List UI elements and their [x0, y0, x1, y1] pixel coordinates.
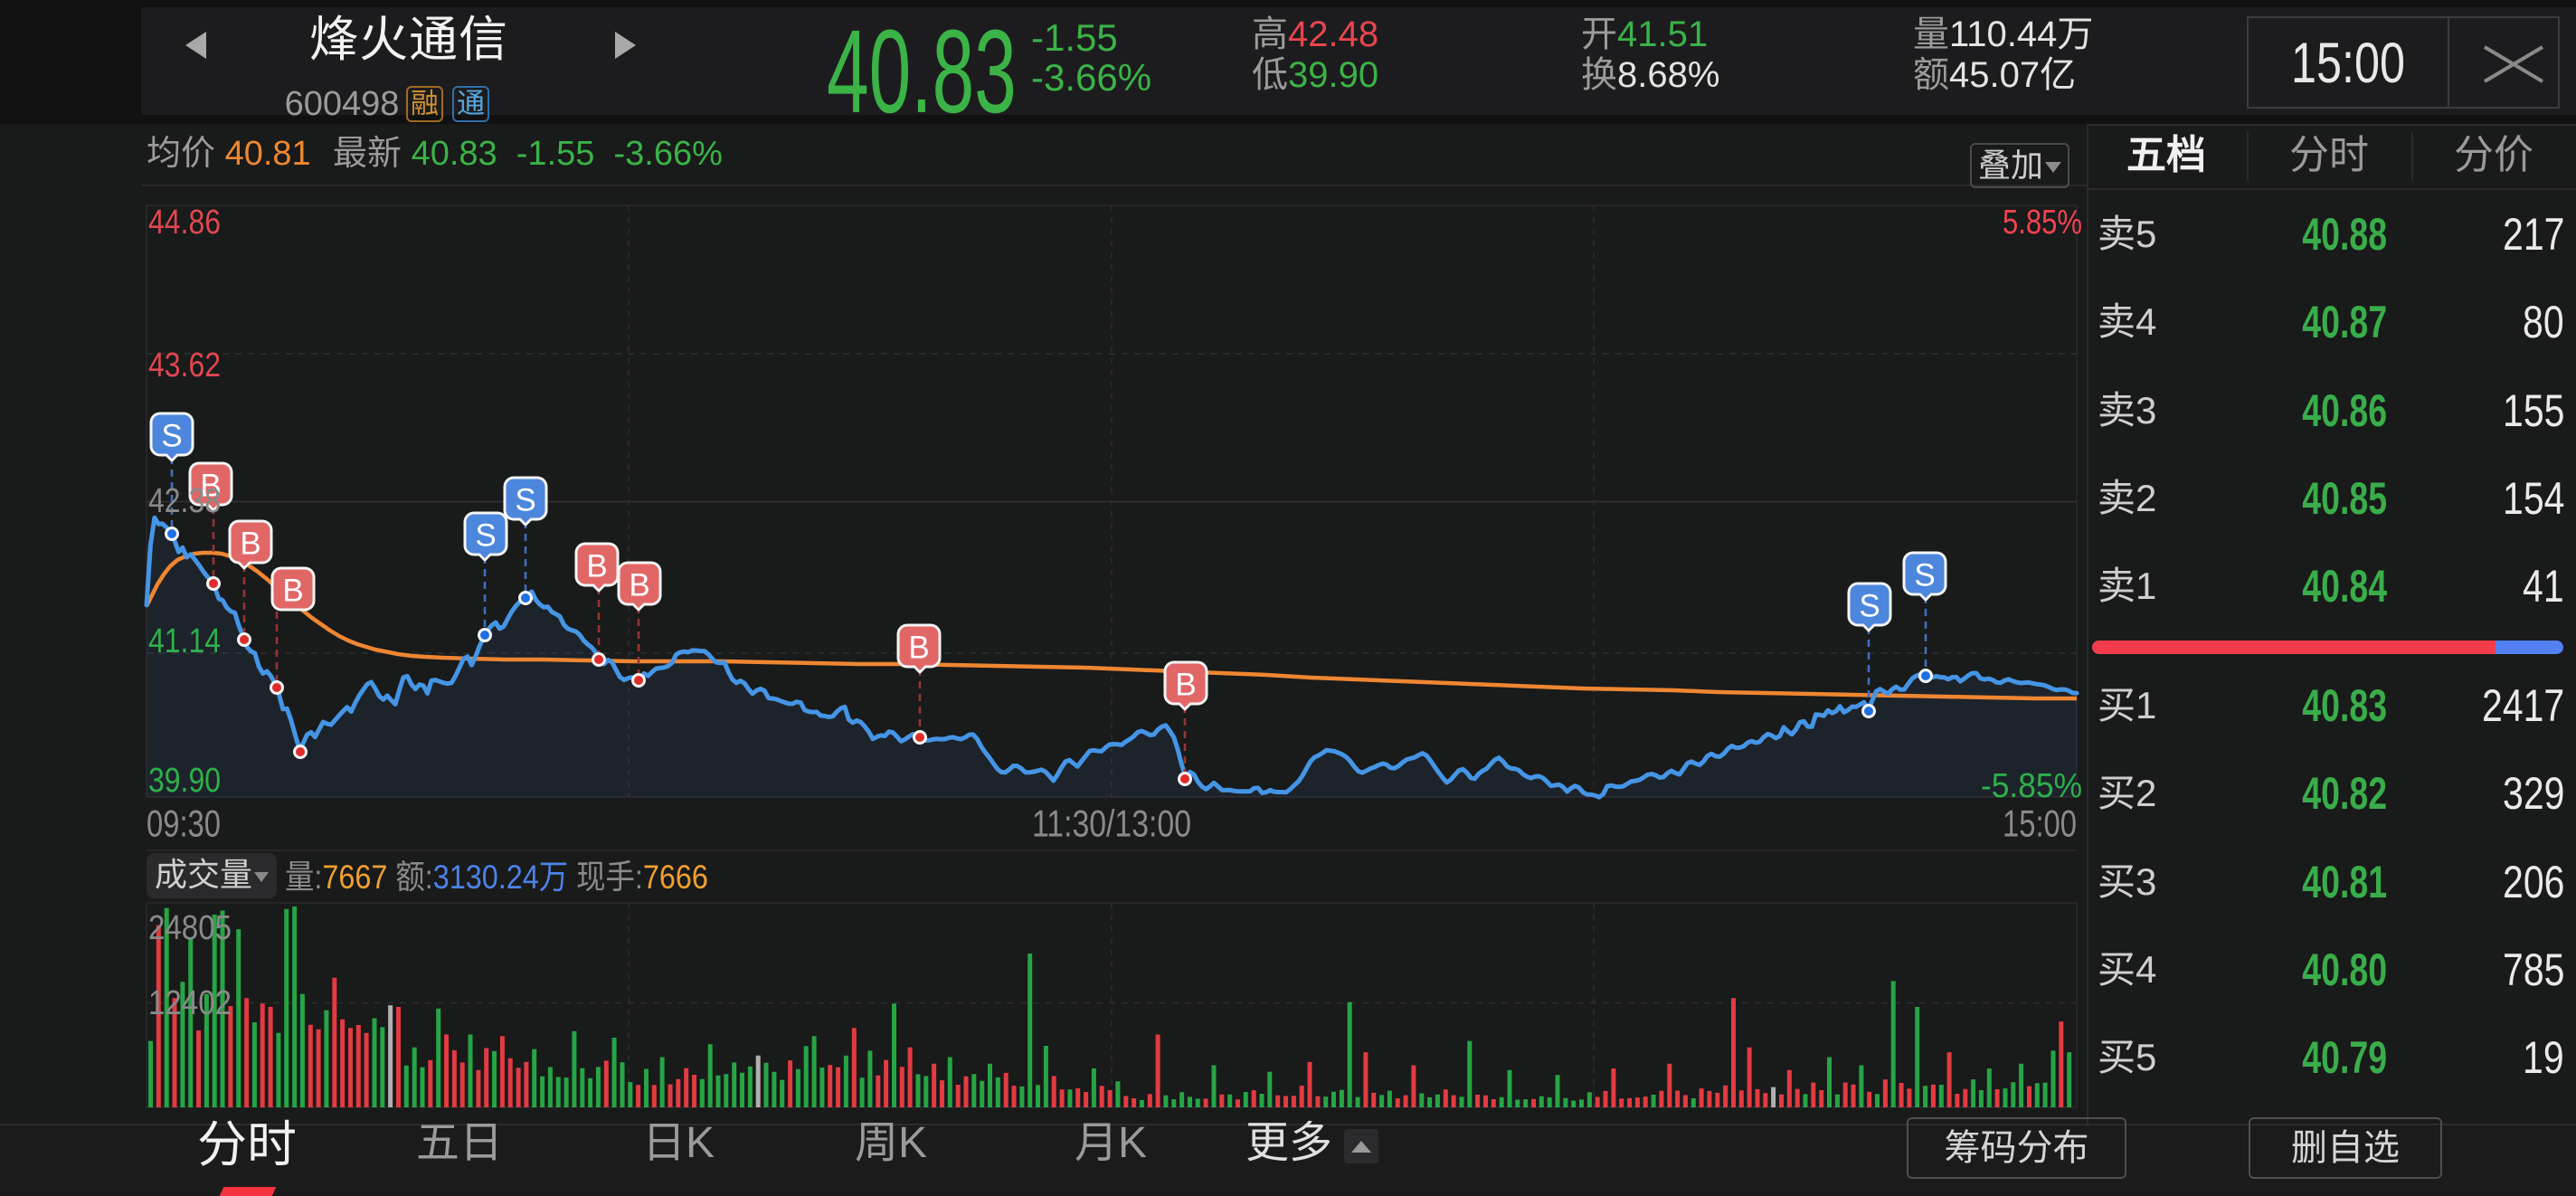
- svg-text:11:30/13:00: 11:30/13:00: [1032, 802, 1191, 845]
- svg-text:S: S: [1914, 558, 1935, 593]
- svg-text:44.86: 44.86: [148, 204, 221, 242]
- svg-text:24805: 24805: [148, 909, 232, 947]
- svg-text:S: S: [515, 483, 535, 518]
- svg-text:S: S: [1859, 589, 1880, 624]
- svg-text:39.90: 39.90: [148, 762, 221, 800]
- svg-text:-5.85%: -5.85%: [1981, 767, 2082, 805]
- svg-text:42.38: 42.38: [148, 482, 221, 520]
- svg-text:41.14: 41.14: [148, 622, 221, 660]
- svg-text:B: B: [629, 568, 649, 603]
- svg-text:B: B: [1175, 668, 1196, 703]
- svg-text:15:00: 15:00: [2003, 802, 2077, 845]
- svg-text:B: B: [240, 527, 260, 562]
- svg-text:S: S: [161, 419, 182, 454]
- svg-text:B: B: [200, 469, 221, 504]
- svg-text:B: B: [586, 549, 607, 584]
- svg-text:12402: 12402: [148, 984, 232, 1022]
- svg-text:5.85%: 5.85%: [2003, 204, 2082, 242]
- svg-text:B: B: [908, 631, 929, 666]
- svg-text:B: B: [282, 574, 303, 609]
- svg-text:43.62: 43.62: [148, 346, 221, 384]
- svg-text:S: S: [475, 518, 496, 554]
- svg-text:09:30: 09:30: [147, 802, 221, 845]
